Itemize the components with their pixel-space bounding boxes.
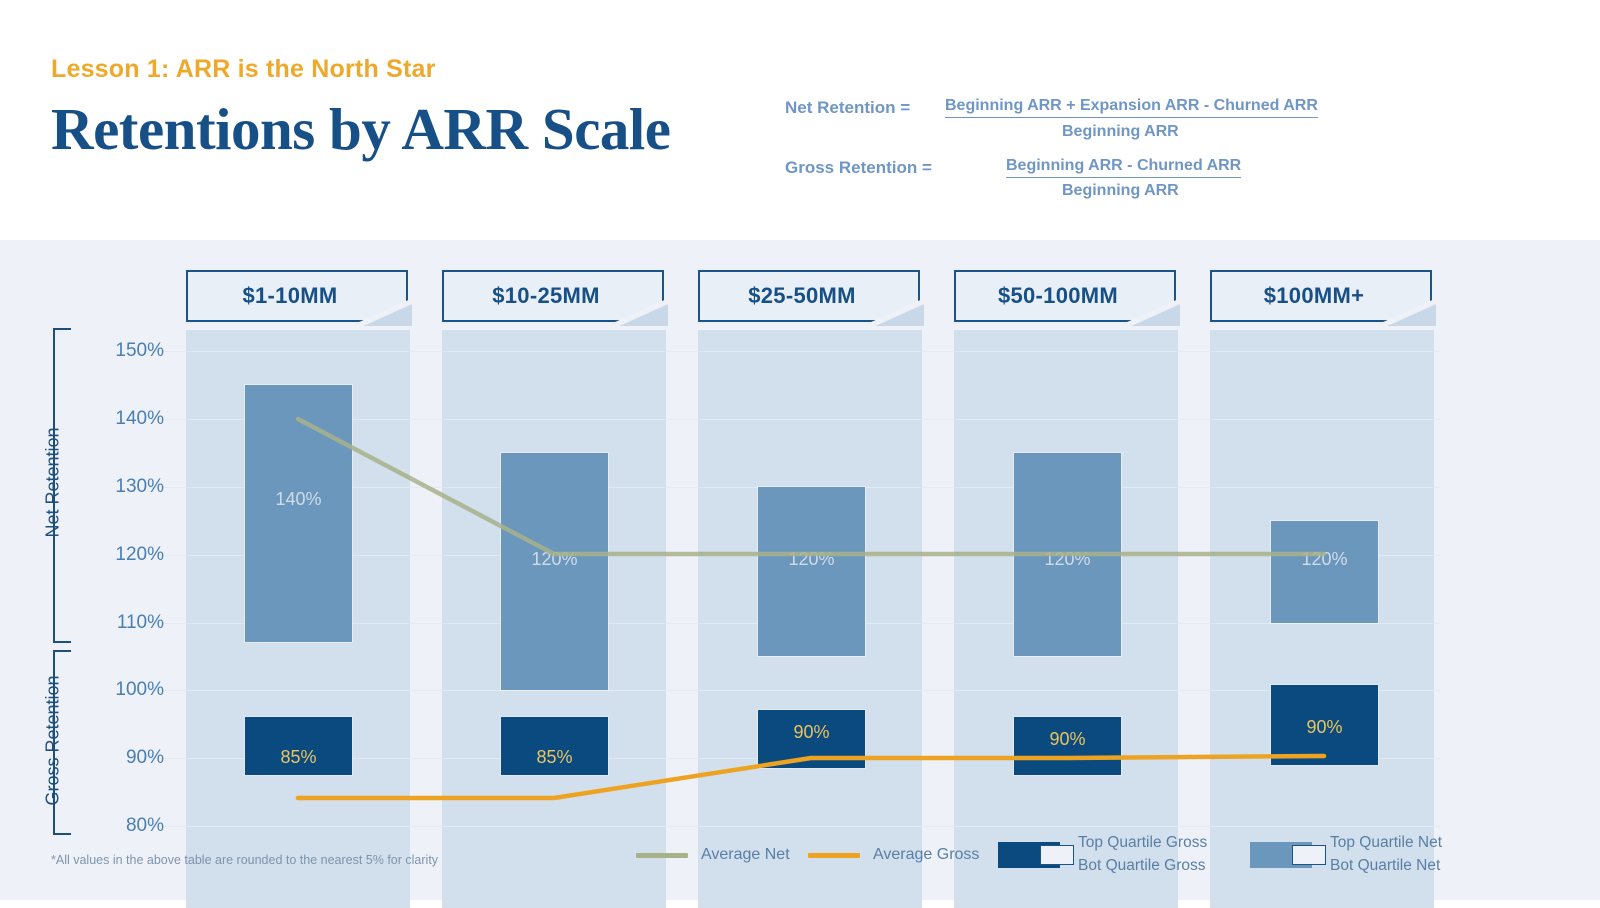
net-bar-label-2: 120% bbox=[531, 549, 578, 569]
column-header-2[interactable]: $10-25MM bbox=[442, 270, 664, 322]
column-header-4[interactable]: $50-100MM bbox=[954, 270, 1176, 322]
legend-swatch-outline-net bbox=[1292, 845, 1326, 865]
gross-bar-label-2: 85% bbox=[536, 747, 573, 767]
bracket-gross-retention bbox=[53, 650, 71, 835]
column-header-label-4: $50-100MM bbox=[997, 283, 1119, 308]
net-bar-label-1: 140% bbox=[275, 489, 322, 509]
column-header-label-2: $10-25MM bbox=[492, 283, 600, 308]
legend-item-average-net[interactable]: Average Net bbox=[636, 846, 790, 864]
legend-label-bot-quartile-net: Bot Quartile Net bbox=[1330, 857, 1441, 874]
formula-net-numerator: Beginning ARR + Expansion ARR - Churned … bbox=[945, 97, 1318, 118]
gross-range-bar-3[interactable]: 90% bbox=[757, 709, 866, 769]
net-range-bar-2[interactable]: 120% bbox=[500, 452, 609, 691]
gridline-100 bbox=[150, 690, 1440, 691]
header-band: Lesson 1: ARR is the North Star Retentio… bbox=[0, 0, 1600, 240]
legend-line-swatch-average-net bbox=[636, 852, 688, 858]
net-bar-label-3: 120% bbox=[788, 549, 835, 569]
ytick-110: 110% bbox=[116, 612, 164, 633]
gross-bar-label-1: 85% bbox=[280, 747, 317, 767]
ytick-150: 150% bbox=[115, 340, 164, 361]
net-range-bar-4[interactable]: 120% bbox=[1013, 452, 1122, 657]
formula-net-label: Net Retention = bbox=[785, 98, 911, 117]
gross-bar-label-3: 90% bbox=[793, 722, 830, 742]
legend-line-swatch-average-gross bbox=[808, 852, 860, 858]
axis-group-label-net: Net Retention bbox=[42, 427, 63, 538]
ytick-140: 140% bbox=[115, 408, 164, 429]
gross-range-bar-2[interactable]: 85% bbox=[500, 716, 609, 776]
gross-range-bar-5[interactable]: 90% bbox=[1270, 684, 1379, 766]
legend-label-bot-quartile-gross: Bot Quartile Gross bbox=[1078, 857, 1206, 874]
formula-net-denominator: Beginning ARR bbox=[1062, 123, 1179, 140]
column-header-1[interactable]: $1-10MM bbox=[186, 270, 408, 322]
ytick-80: 80% bbox=[125, 815, 164, 836]
column-header-label-5: $100MM+ bbox=[1263, 283, 1365, 308]
ytick-100: 100% bbox=[115, 679, 164, 700]
legend-label-top-quartile-net: Top Quartile Net bbox=[1330, 834, 1442, 851]
formula-gross-label: Gross Retention = bbox=[785, 158, 932, 177]
column-header-label-3: $25-50MM bbox=[748, 283, 856, 308]
page-title: Retentions by ARR Scale bbox=[51, 96, 671, 162]
column-header-3[interactable]: $25-50MM bbox=[698, 270, 920, 322]
gridline-80 bbox=[150, 826, 1440, 827]
column-header-label-1: $1-10MM bbox=[242, 283, 338, 308]
chart-panel: $1-10MM $10-25MM $25-50MM $50-100MM $100… bbox=[0, 240, 1600, 908]
ytick-120: 120% bbox=[115, 544, 164, 565]
net-bar-label-4: 120% bbox=[1044, 549, 1091, 569]
formula-gross-numerator: Beginning ARR - Churned ARR bbox=[1006, 157, 1242, 178]
footnote: *All values in the above table are round… bbox=[51, 853, 439, 867]
gridline-150 bbox=[150, 351, 1440, 352]
gross-range-bar-4[interactable]: 90% bbox=[1013, 716, 1122, 776]
net-range-bar-1[interactable]: 140% bbox=[244, 384, 353, 643]
bracket-net-retention bbox=[53, 328, 71, 643]
legend-swatch-outline-gross bbox=[1040, 845, 1074, 865]
lesson-eyebrow: Lesson 1: ARR is the North Star bbox=[51, 55, 436, 83]
axis-group-label-gross: Gross Retention bbox=[42, 675, 63, 806]
gross-bar-label-4: 90% bbox=[1049, 729, 1086, 749]
ytick-130: 130% bbox=[115, 476, 164, 497]
legend-label-top-quartile-gross: Top Quartile Gross bbox=[1078, 834, 1208, 851]
net-range-bar-3[interactable]: 120% bbox=[757, 486, 866, 657]
net-bar-label-5: 120% bbox=[1301, 549, 1348, 569]
net-range-bar-5[interactable]: 120% bbox=[1270, 520, 1379, 624]
gross-bar-label-5: 90% bbox=[1306, 717, 1343, 737]
legend-label-average-gross: Average Gross bbox=[873, 846, 980, 863]
gross-range-bar-1[interactable]: 85% bbox=[244, 716, 353, 776]
ytick-90: 90% bbox=[125, 747, 164, 768]
column-header-5[interactable]: $100MM+ bbox=[1210, 270, 1432, 322]
formula-gross-denominator: Beginning ARR bbox=[1062, 182, 1179, 199]
legend-item-average-gross[interactable]: Average Gross bbox=[808, 846, 979, 864]
legend-label-average-net: Average Net bbox=[701, 846, 790, 863]
